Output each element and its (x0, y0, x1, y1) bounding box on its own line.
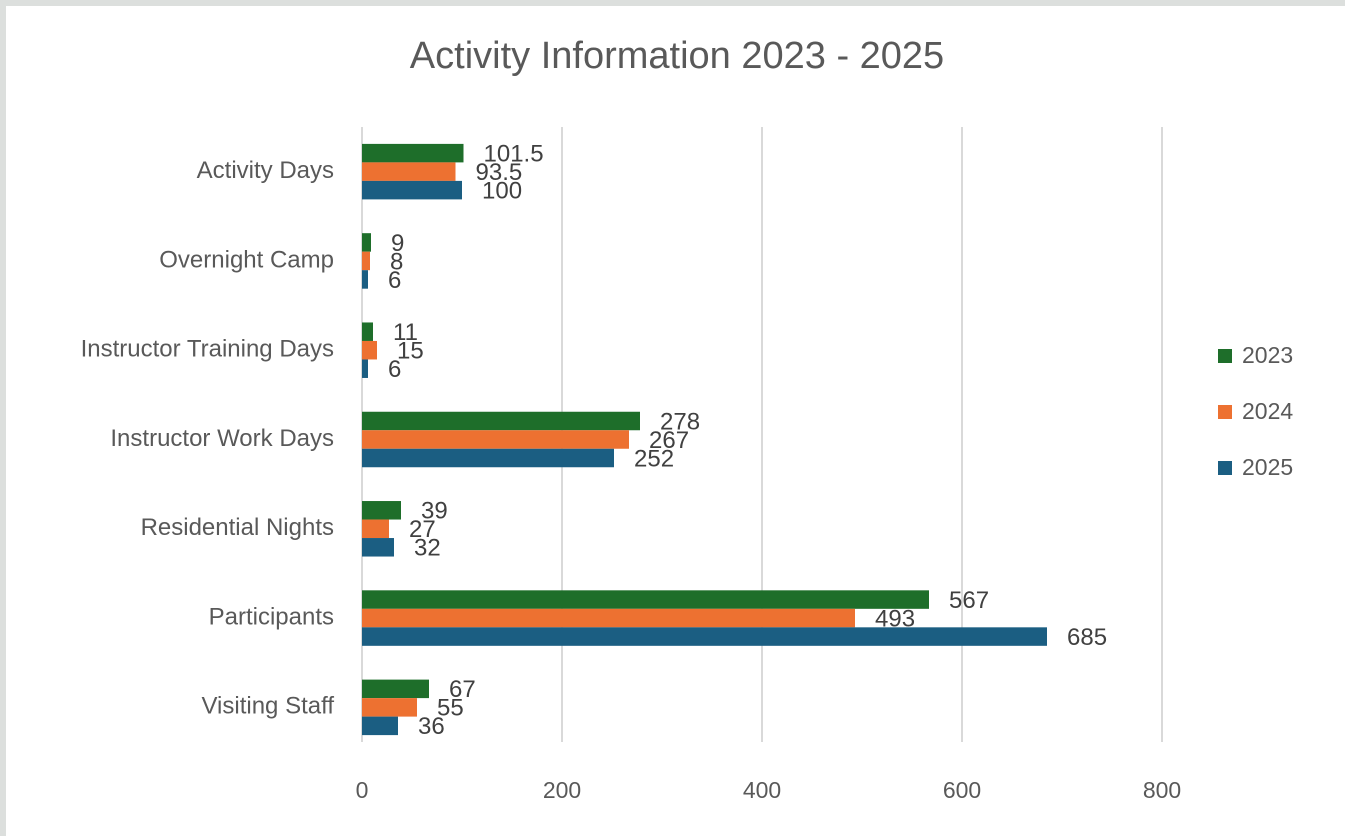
bar (362, 270, 368, 289)
x-tick-label: 600 (943, 777, 981, 803)
y-tick-label: Participants (209, 603, 334, 630)
data-label: 567 (949, 587, 989, 614)
bar (362, 448, 614, 468)
x-tick-label: 200 (543, 777, 581, 803)
data-label: 267 (649, 427, 689, 454)
bar (362, 162, 456, 181)
data-label: 55 (437, 695, 464, 722)
data-label: 15 (397, 338, 424, 365)
x-tick-label: 0 (356, 777, 369, 803)
bar (362, 627, 1047, 646)
bar (362, 411, 640, 431)
y-tick-label: Visiting Staff (201, 693, 334, 720)
data-label: 9 (391, 230, 404, 257)
bar (362, 322, 373, 341)
bar (362, 143, 464, 163)
chart-title: Activity Information 2023 - 2025 (410, 35, 944, 77)
bar (362, 679, 429, 699)
data-label: 685 (1067, 624, 1107, 651)
data-label: 11 (393, 319, 418, 346)
legend-label: 2024 (1242, 398, 1293, 424)
y-tick-label: Instructor Work Days (110, 425, 334, 452)
data-label: 32 (414, 535, 441, 562)
data-label: 100 (482, 177, 522, 204)
data-label: 93.5 (476, 159, 523, 186)
bar (362, 519, 389, 539)
x-tick-label: 400 (743, 777, 781, 803)
bar (362, 251, 370, 271)
bar (362, 359, 368, 378)
data-label: 252 (634, 445, 674, 472)
data-label: 36 (418, 713, 445, 740)
chart-background (6, 6, 1345, 836)
legend-label: 2023 (1242, 342, 1293, 368)
data-label: 6 (388, 267, 401, 294)
bar (362, 590, 929, 609)
bar (362, 608, 855, 628)
data-label: 6 (388, 356, 401, 383)
legend-marker (1218, 405, 1232, 419)
bar (362, 430, 629, 449)
y-tick-label: Activity Days (197, 157, 334, 184)
legend-marker (1218, 349, 1232, 363)
data-label: 39 (421, 498, 448, 525)
y-tick-label: Overnight Camp (159, 246, 334, 273)
data-label: 27 (409, 516, 436, 543)
bar (362, 716, 398, 736)
bar (362, 340, 377, 360)
data-label: 8 (390, 248, 403, 275)
bar (362, 180, 462, 200)
data-label: 67 (449, 676, 476, 703)
legend-marker (1218, 461, 1232, 475)
legend-label: 2025 (1242, 454, 1293, 480)
y-tick-label: Residential Nights (141, 514, 334, 541)
data-label: 278 (660, 408, 700, 435)
bar (362, 501, 401, 520)
data-label: 101.5 (484, 140, 544, 167)
bar (362, 233, 371, 252)
y-tick-label: Instructor Training Days (81, 336, 334, 363)
bar (362, 538, 394, 557)
bar (362, 698, 417, 717)
x-tick-label: 800 (1143, 777, 1181, 803)
